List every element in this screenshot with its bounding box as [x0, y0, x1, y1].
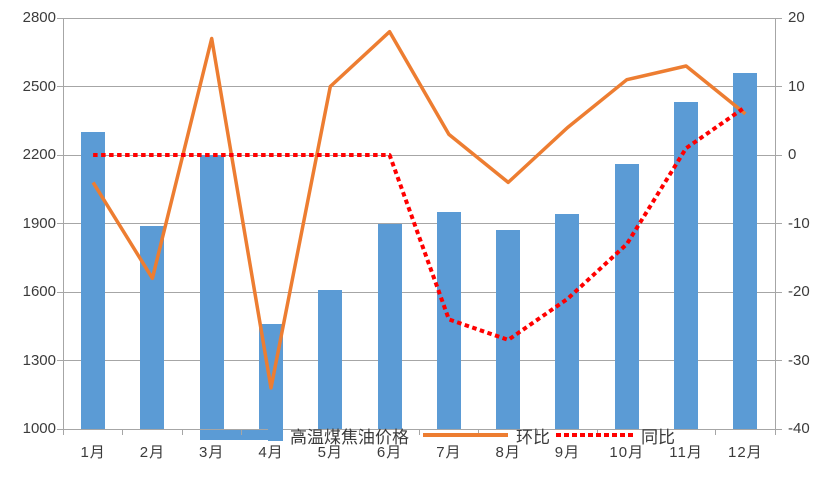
- bar-12月: [733, 72, 758, 429]
- legend-dotted-line-sample: [556, 433, 636, 437]
- right-axis-tick: [775, 86, 782, 87]
- right-axis-tick: [775, 291, 782, 293]
- y-axis-label-left: 2800: [22, 9, 56, 26]
- bar-5月: [318, 289, 343, 429]
- y-axis-label-right: -10: [788, 214, 810, 232]
- y-axis-label-right: -30: [788, 351, 810, 369]
- x-axis-label-1月: 1月: [80, 444, 106, 461]
- y-axis-label-right: -20: [788, 283, 810, 300]
- right-axis-tick: [775, 154, 782, 156]
- x-axis-tick: [774, 429, 776, 435]
- y-axis-label-left: 2200: [22, 146, 56, 163]
- legend-tongbi-label: 同比: [641, 428, 675, 447]
- y-axis-line-right: [774, 18, 776, 435]
- gridline: [63, 154, 775, 156]
- x-axis-tick: [300, 429, 302, 435]
- y-axis-label-left: 1900: [22, 214, 56, 232]
- gridline: [63, 86, 775, 87]
- bar-7月: [436, 212, 461, 429]
- bar-10月: [614, 164, 639, 429]
- legend-solid-line-sample: [423, 433, 508, 437]
- x-axis-tick: [478, 429, 480, 435]
- x-axis-tick: [240, 429, 242, 435]
- x-axis-label-4月: 4月: [258, 444, 284, 461]
- bar-3月: [199, 155, 224, 440]
- x-axis-label-10月: 10月: [609, 444, 645, 461]
- x-axis-tick: [181, 429, 183, 435]
- y-axis-label-right: 0: [788, 146, 797, 163]
- left-axis-tick: [56, 291, 64, 293]
- bar-11月: [674, 102, 699, 429]
- x-axis-label-2月: 2月: [139, 444, 166, 461]
- y-axis-label-left: 1300: [22, 351, 56, 369]
- bar-9月: [555, 214, 580, 429]
- y-axis-label-right: 10: [788, 77, 805, 95]
- left-axis-tick: [56, 154, 64, 156]
- x-axis-label-6月: 6月: [376, 444, 403, 461]
- right-axis-tick: [775, 17, 782, 19]
- y-axis-label-right: 20: [788, 9, 805, 26]
- bar-6月: [377, 223, 402, 429]
- x-axis-tick: [596, 429, 598, 435]
- left-axis-tick: [56, 17, 64, 19]
- left-axis-tick: [56, 86, 64, 87]
- y-axis-line-left: [63, 18, 64, 435]
- x-axis-tick: [359, 429, 361, 435]
- left-axis-tick: [56, 360, 64, 361]
- x-axis-label-11月: 11月: [669, 444, 703, 461]
- gridline: [63, 223, 775, 224]
- x-axis-tick: [418, 429, 420, 435]
- x-axis-tick: [537, 429, 539, 435]
- x-axis-tick: [63, 429, 64, 435]
- right-axis-tick: [775, 428, 782, 430]
- legend-bar-swatch: [268, 426, 283, 441]
- x-axis-label-7月: 7月: [436, 444, 462, 461]
- chart-legend: 高温煤焦油价格 环比 同比: [0, 420, 831, 450]
- x-axis-label-5月: 5月: [317, 444, 343, 461]
- x-axis-label-3月: 3月: [199, 444, 225, 461]
- x-axis-label-12月: 12月: [728, 444, 763, 461]
- right-axis-tick: [775, 223, 782, 224]
- gridline: [63, 360, 775, 361]
- y-axis-label-left: 1000: [22, 420, 56, 437]
- y-axis-label-left: 2500: [22, 77, 56, 95]
- x-axis-tick: [122, 429, 124, 435]
- bar-2月: [140, 225, 165, 429]
- bar-1月: [81, 132, 106, 429]
- x-axis-tick: [715, 429, 717, 435]
- right-axis-tick: [775, 360, 782, 361]
- y-axis-label-left: 1600: [22, 283, 56, 300]
- left-axis-tick: [56, 223, 64, 224]
- x-axis-label-9月: 9月: [554, 444, 581, 461]
- gridline: [63, 17, 775, 19]
- y-axis-label-right: -40: [788, 420, 810, 437]
- bar-8月: [496, 230, 521, 429]
- gridline: [63, 291, 775, 293]
- x-axis-tick: [655, 429, 657, 435]
- x-axis-label-8月: 8月: [495, 444, 521, 461]
- legend-bar-label: 高温煤焦油价格: [290, 428, 409, 447]
- left-axis-tick: [56, 428, 64, 430]
- legend-huanbi-label: 环比: [516, 428, 550, 447]
